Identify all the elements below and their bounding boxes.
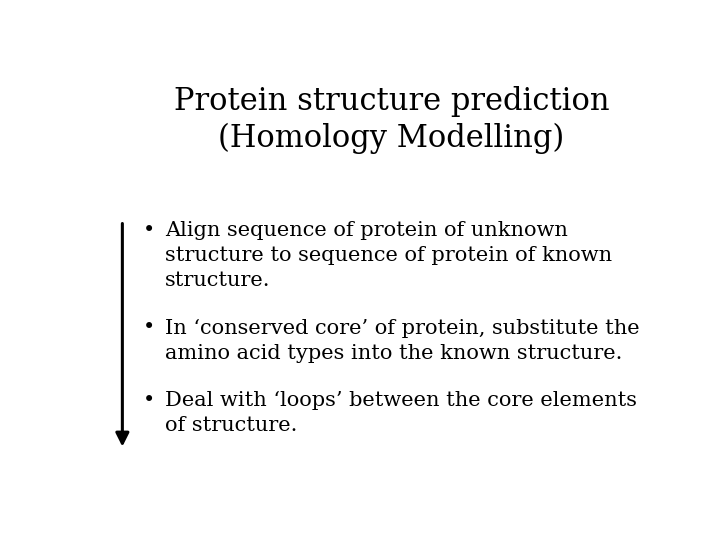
- Text: Deal with ‘loops’ between the core elements
of structure.: Deal with ‘loops’ between the core eleme…: [166, 391, 637, 435]
- Text: •: •: [143, 319, 156, 338]
- Text: Protein structure prediction
(Homology Modelling): Protein structure prediction (Homology M…: [174, 85, 609, 154]
- Text: Align sequence of protein of unknown
structure to sequence of protein of known
s: Align sequence of protein of unknown str…: [166, 221, 613, 290]
- Text: In ‘conserved core’ of protein, substitute the
amino acid types into the known s: In ‘conserved core’ of protein, substitu…: [166, 319, 640, 362]
- Text: •: •: [143, 221, 156, 240]
- Text: •: •: [143, 391, 156, 410]
